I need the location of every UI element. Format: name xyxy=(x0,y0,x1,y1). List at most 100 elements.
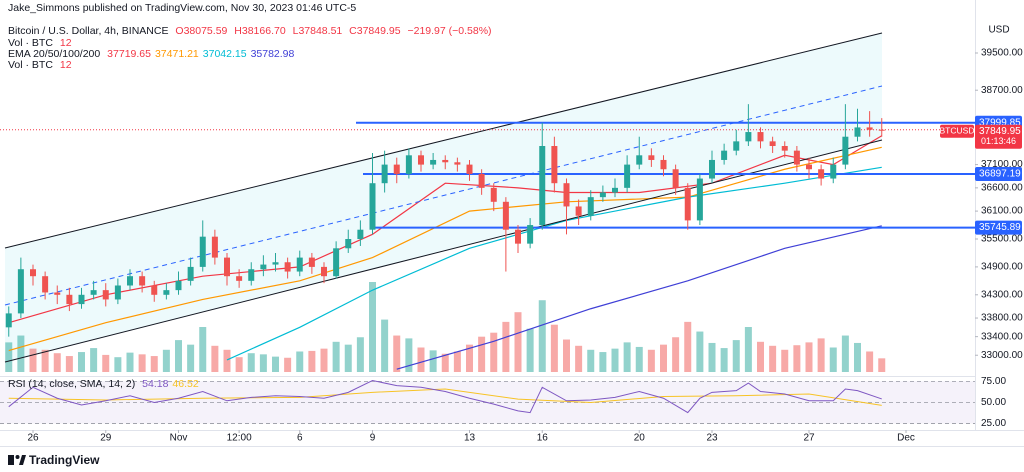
volume-bar xyxy=(550,324,558,372)
rsi-line xyxy=(8,380,882,414)
ema-value: 37471.21 xyxy=(155,48,199,60)
candle-body xyxy=(490,187,497,202)
candle-body xyxy=(418,155,424,165)
rsi-tick-label: 25.00 xyxy=(981,418,1006,429)
candle-body xyxy=(612,187,618,193)
axis-layer: 39500.00 38700.00 37100.00 36600.00 36100.00… xyxy=(0,0,1024,447)
candle-body xyxy=(733,141,740,151)
candle-body xyxy=(369,183,376,230)
y-tick-label: 35500.00 xyxy=(981,234,1023,245)
ema-value: 37042.15 xyxy=(203,48,247,60)
y-tick-label: 34300.00 xyxy=(981,289,1023,300)
rsi-layer: 75.00 50.00 25.00 xyxy=(0,376,1006,429)
volume-bar xyxy=(332,341,340,372)
volume-bar xyxy=(623,342,631,372)
volume-bar xyxy=(563,339,570,372)
volume-bar xyxy=(247,353,255,372)
drawing-layer xyxy=(4,32,883,363)
volume-bar xyxy=(223,349,231,372)
volume-bar xyxy=(114,357,122,372)
ohlc-close: C37849.95 xyxy=(349,25,401,37)
volume-bar xyxy=(793,345,801,372)
background-layer xyxy=(5,33,882,362)
volume-bar xyxy=(466,344,473,372)
logo-part xyxy=(8,455,14,465)
volume-layer xyxy=(5,282,886,372)
candle-body xyxy=(381,164,388,184)
volume-bar xyxy=(635,346,643,372)
candle-body xyxy=(236,276,243,281)
volume-bar xyxy=(805,342,813,372)
candle-body xyxy=(284,262,291,272)
y-tick-label: 33400.00 xyxy=(981,331,1023,342)
y-tick-label: 33000.00 xyxy=(981,350,1023,361)
volume-bar xyxy=(453,351,461,372)
candle-body xyxy=(624,164,631,188)
candle-body xyxy=(478,173,485,188)
volume-bar xyxy=(647,349,655,372)
volume-bar xyxy=(744,327,752,372)
candle-body xyxy=(308,257,315,267)
x-tick-label: 9 xyxy=(370,433,376,444)
symbol-tag xyxy=(940,124,974,138)
rsi-tick-label: 75.00 xyxy=(981,376,1006,387)
channel-fill xyxy=(5,33,882,362)
volume-bar xyxy=(356,337,364,372)
candle-body xyxy=(224,257,230,277)
volume-bar xyxy=(829,347,837,372)
candle-body xyxy=(442,159,449,163)
x-tick-label: 23 xyxy=(706,433,718,444)
candle-body xyxy=(818,169,825,179)
candle-body xyxy=(5,313,12,328)
volume-bar xyxy=(308,350,316,372)
ema-study: EMA 20/50/100/200 xyxy=(8,48,100,60)
price-line-label: 36897.19 xyxy=(979,169,1021,180)
candle-body xyxy=(466,164,473,174)
volume-bar xyxy=(90,348,98,372)
candle-body xyxy=(357,229,364,239)
volume-bar xyxy=(65,356,73,372)
ema-line xyxy=(396,225,882,370)
ema-value: 35782.98 xyxy=(251,48,295,60)
candle-body xyxy=(648,155,655,160)
x-tick-label: 26 xyxy=(27,433,39,444)
ohlc-high: H38166.70 xyxy=(234,25,286,37)
volume-bar xyxy=(284,357,292,372)
candle-body xyxy=(296,257,303,272)
volume-bar xyxy=(478,336,486,372)
candle-body xyxy=(333,248,340,277)
candle-body xyxy=(672,169,679,188)
volume-bar xyxy=(732,340,740,372)
x-tick-label: 12:00 xyxy=(227,433,252,444)
price-line-layer xyxy=(0,121,975,229)
volume-bar xyxy=(817,338,825,372)
candle-body xyxy=(527,225,534,244)
volume-bar xyxy=(41,349,49,372)
footer-logo xyxy=(8,455,26,465)
volume-bar xyxy=(757,341,764,372)
candle-body xyxy=(587,197,594,216)
volume-study: Vol · BTC xyxy=(8,37,53,49)
candle-body xyxy=(163,290,170,295)
y-tick-label: 36600.00 xyxy=(981,182,1023,193)
candle-body xyxy=(721,150,728,160)
volume-bar xyxy=(599,352,607,372)
candle-body xyxy=(114,285,121,300)
price-tag-countdown: 01:13:46 xyxy=(981,136,1016,146)
volume-bar xyxy=(78,352,85,372)
volume-bar xyxy=(417,347,425,372)
candle-body xyxy=(539,146,546,226)
candle-body xyxy=(842,136,849,165)
volume-bar xyxy=(102,354,110,372)
candle-body xyxy=(102,290,109,300)
symbol-tag-label: BTCUSD xyxy=(940,125,975,135)
channel-middle xyxy=(4,85,883,306)
ema-line xyxy=(8,146,882,352)
volume-bar xyxy=(854,342,861,372)
volume-bar xyxy=(17,335,25,372)
candle-body xyxy=(90,290,97,295)
volume-bar xyxy=(187,344,195,372)
y-tick-label: 34900.00 xyxy=(981,262,1023,273)
